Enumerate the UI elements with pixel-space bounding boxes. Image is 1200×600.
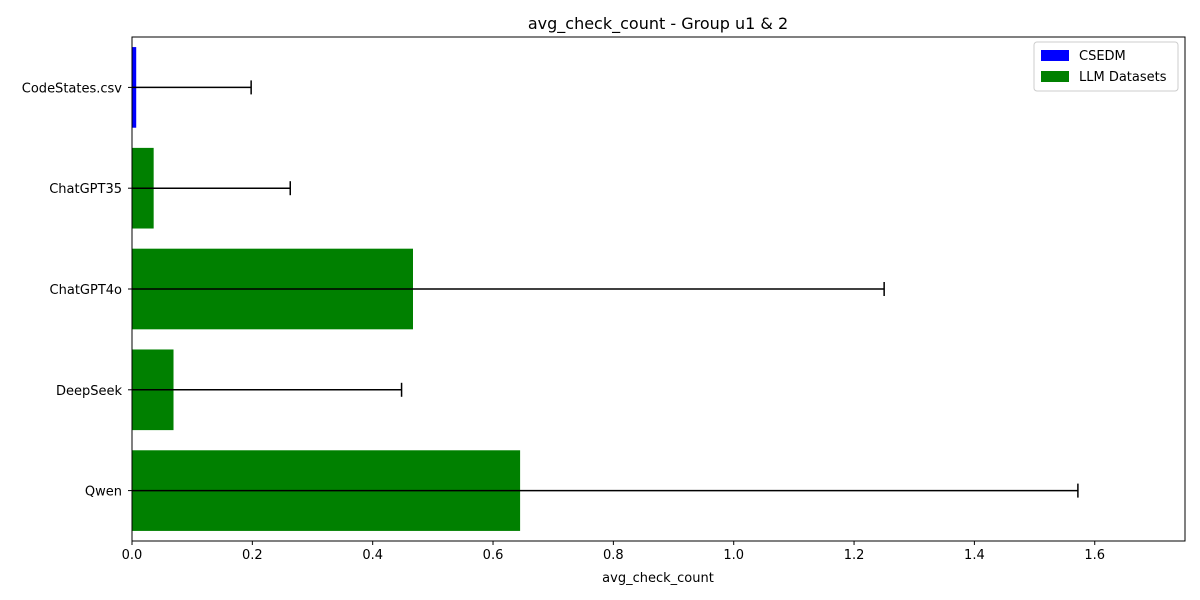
legend-frame [1033, 41, 1179, 92]
x-tick-label: 0.4 [362, 548, 383, 563]
x-tick-label: 0.8 [603, 548, 624, 563]
chart-title: avg_check_count - Group u1 & 2 [528, 14, 788, 34]
x-tick-label: 0.2 [242, 548, 263, 563]
x-axis-ticks: 0.0 0.2 0.4 0.6 0.8 1.0 1.2 1.4 1.6 [122, 541, 1105, 563]
legend: CSEDM LLM Datasets [1033, 41, 1179, 92]
legend-label-csedm: CSEDM [1079, 49, 1126, 64]
x-tick-label: 0.0 [122, 548, 143, 563]
y-tick-label-qwen: Qwen [85, 485, 122, 500]
error-bars-layer [132, 80, 1079, 498]
x-axis-label: avg_check_count [602, 571, 714, 586]
legend-swatch-csedm [1041, 50, 1069, 61]
y-tick-label-chatgpt35: ChatGPT35 [49, 182, 122, 197]
x-tick-label: 1.6 [1084, 548, 1105, 563]
y-tick-label-chatgpt4o: ChatGPT4o [50, 283, 123, 298]
y-tick-label-deepseek: DeepSeek [56, 384, 123, 399]
x-tick-label: 0.6 [483, 548, 504, 563]
x-tick-label: 1.4 [964, 548, 985, 563]
legend-label-llm-datasets: LLM Datasets [1079, 70, 1167, 85]
y-axis-ticks: CodeStates.csv ChatGPT35 ChatGPT4o DeepSeek… [22, 81, 132, 500]
x-tick-label: 1.2 [844, 548, 865, 563]
legend-swatch-llm-datasets [1041, 71, 1069, 82]
x-tick-label: 1.0 [723, 548, 744, 563]
y-tick-label-codestates-csv: CodeStates.csv [22, 81, 123, 96]
